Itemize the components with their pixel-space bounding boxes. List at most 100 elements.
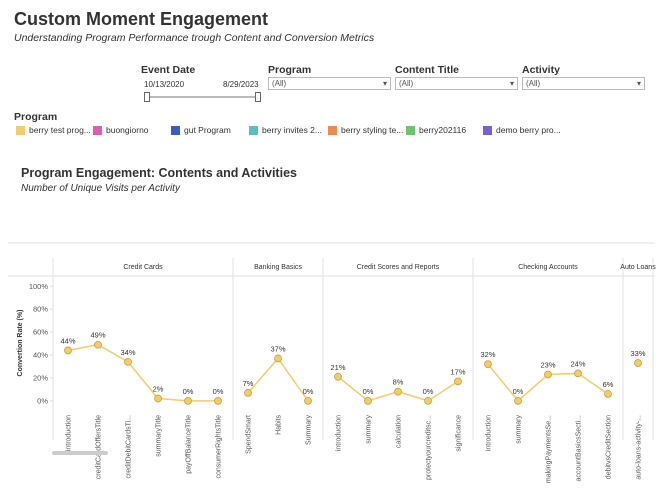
- panel-header: Banking Basics: [254, 264, 302, 271]
- filter-label: Event Date: [141, 64, 196, 76]
- date-end: 8/29/2023: [223, 80, 259, 89]
- x-tick-label: Habits: [276, 415, 283, 435]
- legend-swatch: [249, 125, 258, 135]
- chart-title: Program Engagement: Contents and Activit…: [21, 166, 297, 180]
- point: [424, 396, 432, 405]
- data-label: 8%: [393, 378, 404, 387]
- scrollbar[interactable]: [52, 451, 108, 455]
- data-label: 0%: [423, 387, 434, 396]
- legend-item[interactable]: buongiorno: [93, 125, 149, 135]
- data-label: 23%: [540, 360, 555, 369]
- x-tick-label: SpendSmart: [246, 415, 253, 454]
- point: [574, 369, 582, 378]
- data-label: 0%: [513, 387, 524, 396]
- x-tick-label: calculation: [396, 415, 403, 448]
- filter-label: Activity: [522, 64, 560, 76]
- data-label: 6%: [603, 380, 614, 389]
- y-tick-label: 80%: [33, 305, 48, 314]
- panel-header: Credit Scores and Reports: [357, 264, 440, 271]
- point: [634, 359, 642, 367]
- panel-header: Credit Cards: [123, 264, 163, 271]
- point: [214, 396, 222, 405]
- x-tick-label: summary: [516, 415, 523, 444]
- x-tick-label: accountBasicsSecti...: [576, 415, 583, 482]
- y-tick-label: 100%: [29, 282, 49, 291]
- point: [514, 396, 522, 405]
- y-tick-label: 40%: [33, 351, 48, 360]
- legend-item[interactable]: gut Program: [171, 125, 231, 135]
- x-tick-label: makingPaymentsSe...: [546, 415, 553, 483]
- point: [304, 396, 312, 405]
- legend-title: Program: [14, 111, 58, 123]
- panel-header: Auto Loans: [620, 264, 656, 271]
- date-start: 10/13/2020: [144, 80, 185, 89]
- y-tick-label: 0%: [37, 396, 48, 405]
- data-label: 44%: [60, 336, 75, 345]
- data-label: 0%: [363, 387, 374, 396]
- legend-item[interactable]: berry invites 2...: [249, 125, 322, 135]
- x-tick-label: introduction: [66, 415, 73, 451]
- legend-swatch: [328, 125, 337, 135]
- slider-handle[interactable]: [255, 92, 261, 102]
- x-tick-label: summaryTitle: [156, 415, 163, 457]
- x-tick-label: introduction: [336, 415, 343, 451]
- legend-swatch: [171, 125, 180, 135]
- chart-subtitle: Number of Unique Visits per Activity: [21, 183, 180, 194]
- line: [487, 363, 609, 402]
- data-label: 49%: [90, 331, 105, 340]
- point: [544, 370, 552, 379]
- slider-handle[interactable]: [144, 92, 150, 102]
- x-tick-label: consumerRightsTitle: [216, 415, 223, 479]
- data-label: 32%: [480, 350, 495, 359]
- x-tick-label: significance: [456, 415, 463, 452]
- data-label: 0%: [183, 387, 194, 396]
- x-tick-label: introduction: [486, 415, 493, 451]
- point: [244, 388, 252, 397]
- point: [154, 394, 162, 403]
- panel-header: Checking Accounts: [518, 264, 578, 271]
- point: [184, 396, 192, 405]
- point: [334, 372, 342, 381]
- data-label: 37%: [270, 344, 285, 353]
- legend-swatch: [406, 125, 415, 135]
- slider-track[interactable]: [147, 96, 259, 98]
- point: [274, 354, 282, 363]
- legend-item[interactable]: berry test prog...: [16, 125, 91, 135]
- y-tick-label: 60%: [33, 328, 48, 337]
- x-tick-label: creditDebitCardsTi...: [126, 415, 133, 479]
- x-tick-label: debitvsCreditSection: [606, 415, 613, 479]
- y-axis-title: Convertion Rate (%): [17, 310, 24, 377]
- line: [247, 357, 309, 402]
- legend-swatch: [16, 125, 25, 135]
- data-label: 7%: [243, 379, 254, 388]
- x-tick-label: creditCardOffersTitle: [96, 415, 103, 479]
- legend-label: buongiorno: [106, 125, 149, 135]
- legend-label: demo berry pro...: [496, 125, 561, 135]
- legend-label: berry styling te...: [341, 125, 404, 135]
- legend-item[interactable]: berry202116: [406, 125, 466, 135]
- data-label: 17%: [450, 367, 465, 376]
- y-tick-label: 20%: [33, 373, 48, 382]
- data-label: 21%: [330, 363, 345, 372]
- data-label: 0%: [213, 387, 224, 396]
- data-label: 2%: [153, 385, 164, 394]
- point: [364, 396, 372, 405]
- point: [394, 387, 402, 396]
- x-tick-label: summary: [366, 415, 373, 444]
- x-tick-label: auto-loans-activity-...: [636, 415, 643, 480]
- dropdown[interactable]: (All): [268, 77, 391, 90]
- line: [67, 343, 218, 402]
- legend-item[interactable]: berry styling te...: [328, 125, 403, 135]
- point: [64, 346, 72, 355]
- dropdown[interactable]: (All): [395, 77, 518, 90]
- data-label: 0%: [303, 387, 314, 396]
- dropdown[interactable]: (All): [522, 77, 645, 90]
- legend-label: berry test prog...: [29, 125, 91, 135]
- x-tick-label: payOffBalanceTitle: [186, 415, 193, 474]
- data-label: 34%: [120, 348, 135, 357]
- x-tick-label: Summary: [306, 415, 313, 445]
- legend-item[interactable]: demo berry pro...: [483, 125, 561, 135]
- subtitle: Understanding Program Performance trough…: [14, 32, 375, 44]
